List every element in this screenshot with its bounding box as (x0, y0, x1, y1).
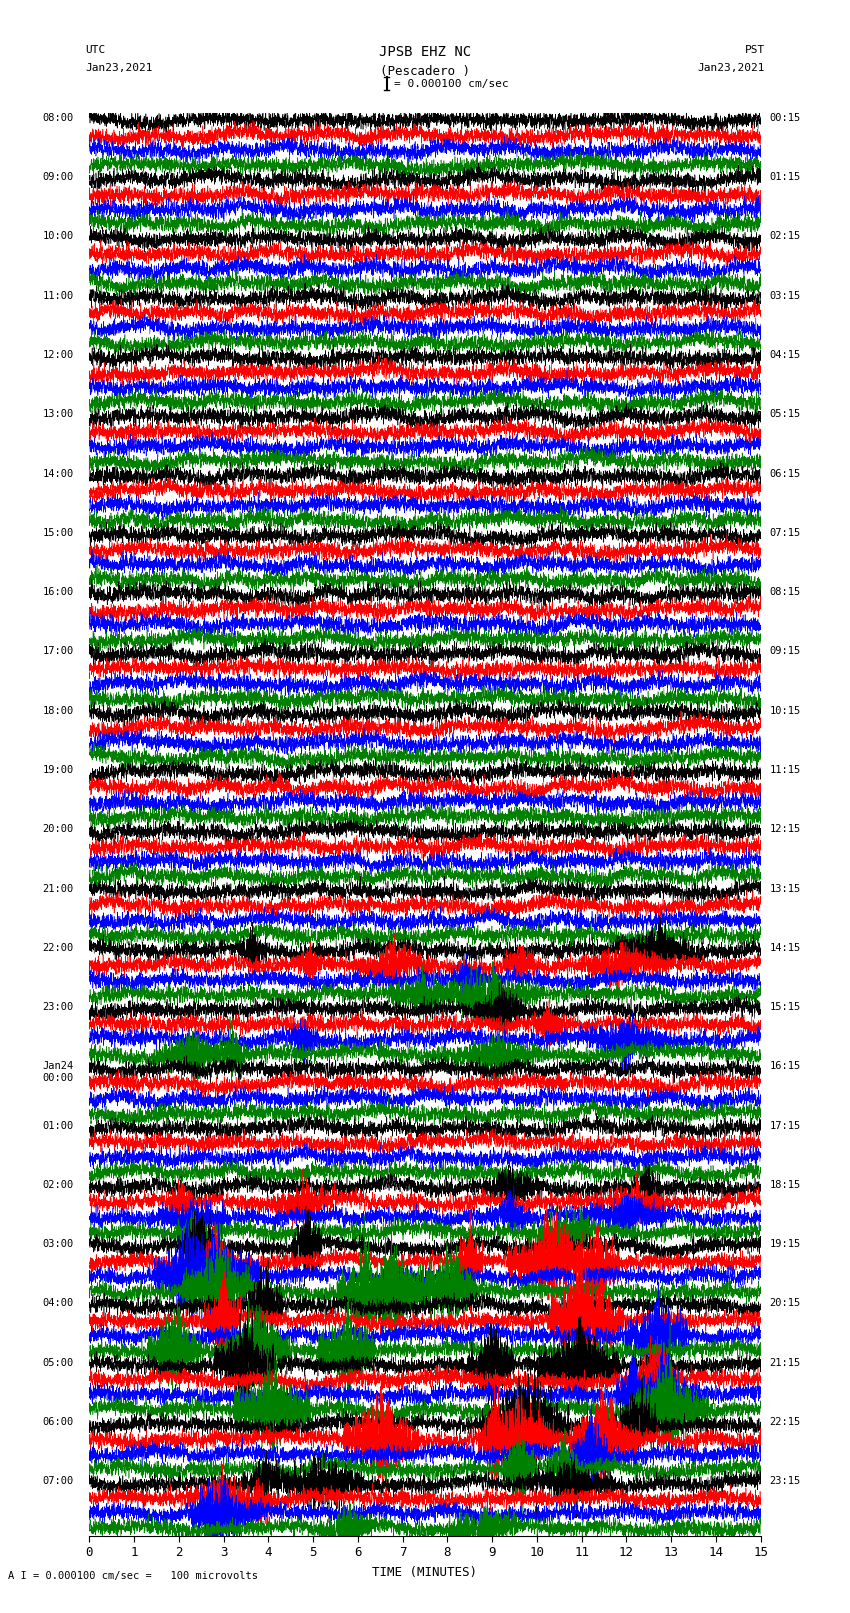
Text: 01:00: 01:00 (42, 1121, 74, 1131)
Text: 04:15: 04:15 (770, 350, 801, 360)
Text: 14:15: 14:15 (770, 942, 801, 953)
Text: 13:15: 13:15 (770, 884, 801, 894)
Text: 22:00: 22:00 (42, 942, 74, 953)
Text: 08:00: 08:00 (42, 113, 74, 123)
Text: 15:15: 15:15 (770, 1002, 801, 1011)
Text: 23:00: 23:00 (42, 1002, 74, 1011)
Text: 11:15: 11:15 (770, 765, 801, 774)
Text: 14:00: 14:00 (42, 468, 74, 479)
Text: = 0.000100 cm/sec: = 0.000100 cm/sec (394, 79, 508, 89)
Text: 20:00: 20:00 (42, 824, 74, 834)
Text: 17:15: 17:15 (770, 1121, 801, 1131)
Text: UTC: UTC (85, 45, 105, 55)
X-axis label: TIME (MINUTES): TIME (MINUTES) (372, 1566, 478, 1579)
Text: 11:00: 11:00 (42, 290, 74, 300)
Text: 04:00: 04:00 (42, 1298, 74, 1308)
Text: 09:15: 09:15 (770, 647, 801, 656)
Text: 03:15: 03:15 (770, 290, 801, 300)
Text: Jan24
00:00: Jan24 00:00 (42, 1061, 74, 1082)
Text: 07:00: 07:00 (42, 1476, 74, 1486)
Text: 07:15: 07:15 (770, 527, 801, 537)
Text: 15:00: 15:00 (42, 527, 74, 537)
Text: 12:15: 12:15 (770, 824, 801, 834)
Text: 21:00: 21:00 (42, 884, 74, 894)
Text: 03:00: 03:00 (42, 1239, 74, 1248)
Text: 18:15: 18:15 (770, 1181, 801, 1190)
Text: 19:15: 19:15 (770, 1239, 801, 1248)
Text: Jan23,2021: Jan23,2021 (85, 63, 152, 73)
Text: 18:00: 18:00 (42, 706, 74, 716)
Text: 05:15: 05:15 (770, 410, 801, 419)
Text: 01:15: 01:15 (770, 173, 801, 182)
Text: 09:00: 09:00 (42, 173, 74, 182)
Text: 06:15: 06:15 (770, 468, 801, 479)
Text: PST: PST (745, 45, 765, 55)
Text: 02:00: 02:00 (42, 1181, 74, 1190)
Text: 10:15: 10:15 (770, 706, 801, 716)
Text: 23:15: 23:15 (770, 1476, 801, 1486)
Text: 13:00: 13:00 (42, 410, 74, 419)
Text: 05:00: 05:00 (42, 1358, 74, 1368)
Text: Jan23,2021: Jan23,2021 (698, 63, 765, 73)
Text: 22:15: 22:15 (770, 1416, 801, 1428)
Text: JPSB EHZ NC: JPSB EHZ NC (379, 45, 471, 60)
Text: 16:15: 16:15 (770, 1061, 801, 1071)
Text: 06:00: 06:00 (42, 1416, 74, 1428)
Text: 08:15: 08:15 (770, 587, 801, 597)
Text: 21:15: 21:15 (770, 1358, 801, 1368)
Text: 16:00: 16:00 (42, 587, 74, 597)
Text: 20:15: 20:15 (770, 1298, 801, 1308)
Text: A I = 0.000100 cm/sec =   100 microvolts: A I = 0.000100 cm/sec = 100 microvolts (8, 1571, 258, 1581)
Text: (Pescadero ): (Pescadero ) (380, 65, 470, 77)
Text: 00:15: 00:15 (770, 113, 801, 123)
Text: 10:00: 10:00 (42, 232, 74, 242)
Text: 17:00: 17:00 (42, 647, 74, 656)
Text: 19:00: 19:00 (42, 765, 74, 774)
Text: 02:15: 02:15 (770, 232, 801, 242)
Text: 12:00: 12:00 (42, 350, 74, 360)
